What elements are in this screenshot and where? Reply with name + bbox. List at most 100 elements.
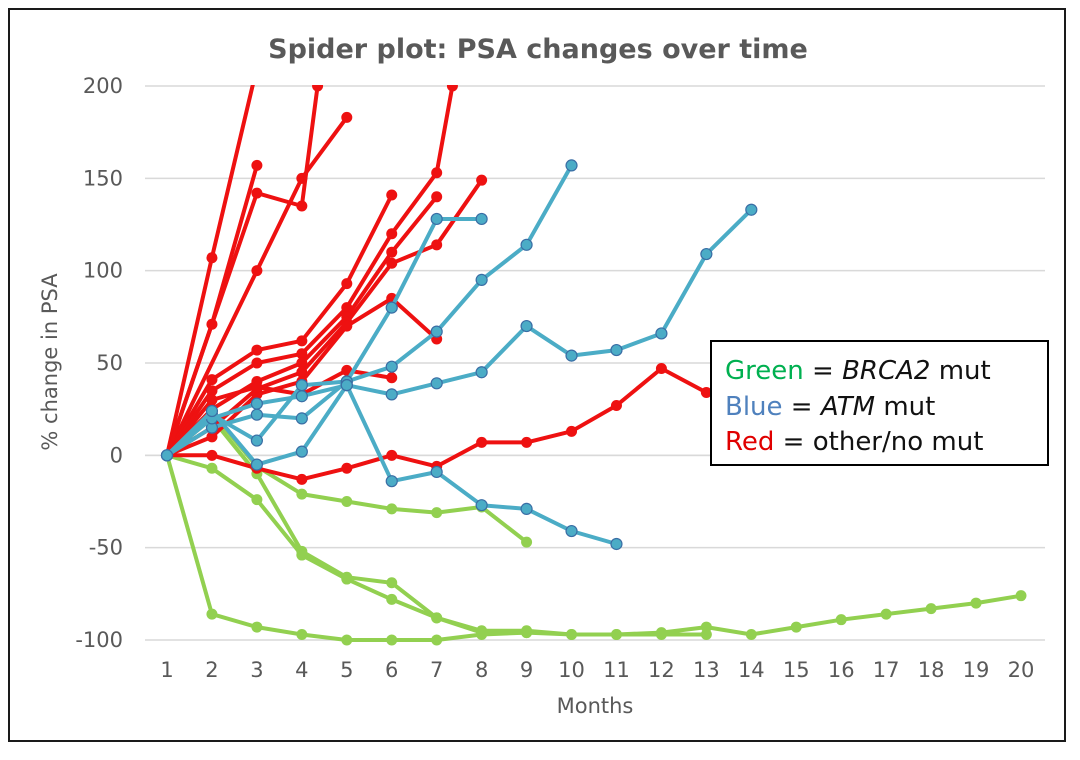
data-point <box>251 344 263 356</box>
data-point <box>385 360 398 373</box>
data-point <box>790 621 802 633</box>
data-point <box>341 496 353 507</box>
data-point <box>446 85 458 92</box>
data-point <box>386 228 398 240</box>
legend-green-gene: BRCA2 <box>842 356 930 386</box>
data-point <box>205 404 219 418</box>
data-point <box>475 273 488 286</box>
data-point <box>745 203 758 216</box>
data-point <box>521 436 533 448</box>
legend-entry-green: Green = BRCA2 mut <box>725 356 991 386</box>
data-point <box>250 408 263 421</box>
data-point <box>610 628 622 640</box>
data-point <box>610 399 622 411</box>
data-point <box>925 603 937 615</box>
data-point <box>610 537 623 551</box>
data-point <box>431 167 443 179</box>
data-point <box>312 85 324 92</box>
legend-red-gene: other/no mut <box>813 427 984 457</box>
x-tick-label: 5 <box>340 658 353 682</box>
data-point <box>251 187 263 199</box>
data-point <box>655 363 667 375</box>
data-point <box>520 238 533 251</box>
x-tick-label: 4 <box>295 658 308 682</box>
data-point <box>430 212 443 226</box>
data-point <box>430 325 443 338</box>
data-point <box>295 412 308 425</box>
x-tick-label: 14 <box>738 658 765 682</box>
data-point <box>206 449 218 461</box>
data-point <box>431 239 443 251</box>
data-point <box>431 634 443 646</box>
y-axis-title: % change in PSA <box>38 273 62 451</box>
data-point <box>476 628 488 640</box>
data-point <box>160 449 174 462</box>
legend-entry-red: Red = other/no mut <box>725 427 983 457</box>
data-point <box>341 320 353 332</box>
data-point <box>295 379 308 392</box>
data-point <box>296 357 308 369</box>
series-green-1 <box>161 449 533 639</box>
data-point <box>700 247 713 261</box>
data-point <box>476 436 488 448</box>
y-tick-label: 0 <box>110 443 123 467</box>
data-point <box>386 593 398 605</box>
data-point <box>251 357 263 369</box>
data-point <box>655 628 667 640</box>
data-point <box>296 473 308 485</box>
x-tick-label: 12 <box>648 658 675 682</box>
x-tick-label: 6 <box>385 658 398 682</box>
data-point <box>386 246 398 258</box>
x-tick-label: 19 <box>963 658 990 682</box>
data-point <box>206 431 218 443</box>
data-point <box>386 503 398 515</box>
data-point <box>206 374 218 386</box>
data-point <box>521 536 533 548</box>
data-point <box>475 366 488 379</box>
data-point <box>655 327 668 340</box>
data-point <box>295 390 308 403</box>
data-point <box>296 335 308 347</box>
data-point <box>386 372 398 384</box>
x-tick-label: 17 <box>873 658 900 682</box>
data-point <box>431 612 443 624</box>
series-line <box>165 115 349 458</box>
data-point <box>566 628 578 640</box>
data-point <box>565 349 578 362</box>
data-point <box>431 191 443 203</box>
data-point <box>206 252 218 264</box>
data-point <box>340 379 353 392</box>
data-point <box>1015 590 1027 602</box>
x-tick-label: 10 <box>558 658 585 682</box>
data-point <box>430 377 443 390</box>
data-point <box>296 628 308 640</box>
data-point <box>296 348 308 360</box>
legend-entry-blue: Blue = ATM mut <box>725 392 935 422</box>
data-point <box>341 571 353 583</box>
x-tick-label: 2 <box>205 658 218 682</box>
data-point <box>341 111 353 123</box>
series-line <box>165 85 320 458</box>
data-point <box>296 545 308 557</box>
y-tick-label: 150 <box>83 166 123 190</box>
x-tick-label: 15 <box>783 658 810 682</box>
legend-blue-gene: ATM <box>819 392 875 422</box>
data-point <box>430 465 443 479</box>
x-tick-label: 9 <box>520 658 533 682</box>
legend-red-label: Red <box>725 427 774 457</box>
data-point <box>341 462 353 474</box>
y-axis-ticks: -100 -50 0 50 100 150 200 <box>75 74 123 652</box>
series-group <box>160 85 1027 646</box>
x-axis-title: Months <box>557 694 634 718</box>
y-tick-label: 200 <box>83 74 123 98</box>
data-point <box>566 425 578 437</box>
data-point <box>835 614 847 626</box>
legend: Green = BRCA2 mut Blue = ATM mut Red = o… <box>710 340 1049 466</box>
legend-green-suffix: mut <box>930 356 990 386</box>
legend-green-eq: = <box>804 356 842 386</box>
data-point <box>250 458 263 471</box>
data-point <box>341 364 353 376</box>
data-point <box>565 159 578 172</box>
data-point <box>745 628 757 640</box>
data-point <box>251 265 263 277</box>
